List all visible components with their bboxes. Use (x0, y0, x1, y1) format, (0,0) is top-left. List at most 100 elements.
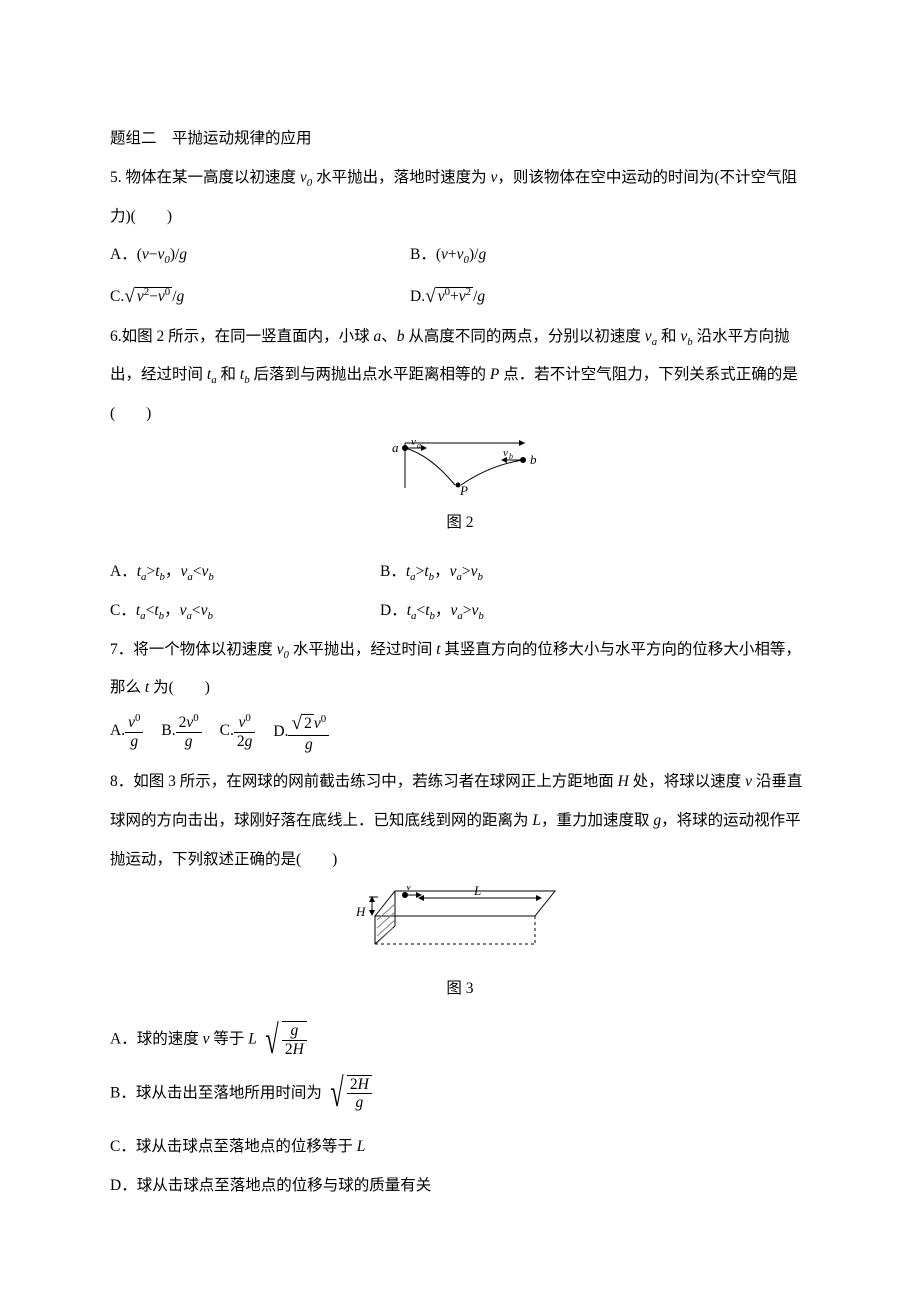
q5D-mid: + (450, 288, 459, 305)
q5B-v: v (441, 246, 448, 263)
svg-text:b: b (530, 452, 537, 467)
q6C-p: C． (110, 602, 136, 619)
svg-text:a: a (392, 440, 399, 455)
q5-stem: 5. 物体在某一高度以初速度 v0 水平抛出，落地时速度为 v，则该物体在空中运… (110, 159, 810, 237)
q5C-g: g (177, 288, 185, 305)
q5B-mid: + (448, 246, 457, 263)
q8A-m: 等于 (209, 1030, 248, 1047)
q8B-fd: g (355, 1094, 363, 1111)
svg-text:a: a (417, 441, 421, 450)
q6B-p: B． (380, 563, 406, 580)
q8-optD: D．球从击球点至落地点的位移与球的质量有关 (110, 1167, 810, 1206)
q5D-rad: v0+v2 (436, 287, 473, 305)
q7A-l: A. (110, 722, 125, 739)
group-heading: 题组二 平抛运动规律的应用 (110, 120, 810, 159)
q6-va: v (645, 328, 652, 345)
q6D-s: ， (435, 602, 451, 619)
q6-optD: D．ta<tb，va>vb (380, 592, 484, 631)
q7-stem: 7．将一个物体以初速度 v0 水平抛出，经过时间 t 其竖直方向的位移大小与水平… (110, 631, 810, 709)
q6A-r2: < (193, 563, 202, 580)
q5A-post: )/ (170, 246, 179, 263)
q6-figure: a va b vb P (110, 440, 810, 501)
q8B-fn: 2H (350, 1076, 369, 1093)
q7B-d: g (185, 733, 193, 750)
q8C-L: L (357, 1138, 366, 1155)
q8-fig-caption: 图 3 (110, 970, 810, 1009)
q8-optA: A．球的速度 v 等于 L √g2H (110, 1021, 810, 1059)
svg-text:P: P (459, 483, 468, 495)
q6C-s: ， (164, 602, 180, 619)
q7D-d: g (305, 736, 313, 753)
q7C-l: C. (220, 722, 234, 739)
q8A-fn: g (290, 1022, 298, 1039)
q7-optD: D.√2v0g (273, 712, 329, 753)
q6-d: 和 (657, 328, 680, 345)
q6-stem: 6.如图 2 所示，在同一竖直面内，小球 a、b 从高度不同的两点，分别以初速度… (110, 318, 810, 434)
q6-fig-caption: 图 2 (110, 504, 810, 543)
q5-optB: B．(v+v0)/g (410, 236, 486, 275)
q6-row2: C．ta<tb，va<vb D．ta<tb，va>vb (110, 592, 810, 631)
q7-a: 7．将一个物体以初速度 (110, 641, 277, 658)
svg-text:b: b (509, 452, 513, 461)
q5D-pre: D. (410, 288, 425, 305)
q8-figure: v L H (110, 886, 810, 967)
q6-sb: b (397, 328, 405, 345)
q7D-r: 2 (302, 714, 314, 732)
svg-text:v: v (406, 886, 412, 893)
q7A-n: v (128, 714, 135, 731)
q8-a: 8．如图 3 所示，在网球的网前截击练习中，若练习者在球网正上方距地面 (110, 773, 618, 790)
q7-d: 为( ) (149, 679, 210, 696)
q8-optB: B．球从击出至落地所用时间为 √2Hg (110, 1075, 810, 1113)
q6A-s: ， (165, 563, 181, 580)
sym-v0: v (300, 169, 307, 186)
q5-optD: D.√v0+v2/g (410, 275, 485, 318)
q6-P: P (490, 366, 499, 383)
q6-row1: A．ta>tb，va<vb B．ta>tb，va>vb (110, 553, 810, 592)
svg-text:v: v (503, 447, 508, 459)
q8A-fd: 2H (285, 1041, 304, 1058)
q7B-l: B. (161, 722, 175, 739)
q6-b: 、 (381, 328, 397, 345)
svg-text:L: L (473, 886, 481, 898)
q7-b: 水平抛出，经过时间 (289, 641, 436, 658)
q8-d: ，重力加速度取 (541, 812, 653, 829)
q5-stem-a: 5. 物体在某一高度以初速度 (110, 169, 300, 186)
q8-b: 处，将球以速度 (629, 773, 745, 790)
q5C-pre: C. (110, 288, 124, 305)
q6A-r1: > (146, 563, 155, 580)
q6-a: 6.如图 2 所示，在同一竖直面内，小球 (110, 328, 374, 345)
q8-H: H (618, 773, 629, 790)
q6D-r1: < (416, 602, 425, 619)
q7-options: A.v0g B.2v0g C.v02g D.√2v0g (110, 712, 810, 753)
q6-optB: B．ta>tb，va>vb (380, 553, 483, 592)
q8A-p: A．球的速度 (110, 1030, 203, 1047)
q6A-p: A． (110, 563, 137, 580)
q7-v0: v (277, 641, 284, 658)
q6-f: 和 (217, 366, 240, 383)
q5B-pre: B．( (410, 246, 441, 263)
q7D-l: D. (273, 723, 288, 740)
q5-row1: A．(v−v0)/g B．(v+v0)/g (110, 236, 810, 275)
q8-g: g (653, 812, 661, 829)
q6-c: 从高度不同的两点，分别以初速度 (405, 328, 645, 345)
q7-optA: A.v0g (110, 712, 143, 753)
q6C-r2: < (192, 602, 201, 619)
q6D-r2: > (463, 602, 472, 619)
svg-text:v: v (411, 440, 416, 448)
q7-optC: C.v02g (220, 712, 256, 753)
svg-text:H: H (355, 904, 366, 919)
q5-row2: C.√v2−v0/g D.√v0+v2/g (110, 275, 810, 318)
q5A-mid: − (149, 246, 158, 263)
q8-stem: 8．如图 3 所示，在网球的网前截击练习中，若练习者在球网正上方距地面 H 处，… (110, 763, 810, 879)
q7C-dp: 2 (237, 733, 245, 750)
q8B-sqrt: √2Hg (326, 1075, 372, 1113)
q8B-p: B．球从击出至落地所用时间为 (110, 1084, 326, 1101)
q5-stem-b: 水平抛出，落地时速度为 (312, 169, 490, 186)
q5A-v: v (142, 246, 149, 263)
q5B-v0: v (457, 246, 464, 263)
q8A-L: L (248, 1030, 257, 1047)
q6-g: 后落到与两抛出点水平距离相等的 (250, 366, 490, 383)
q5C-rad: v2−v0 (135, 287, 172, 305)
q8-optC: C．球从击球点至落地点的位移等于 L (110, 1128, 810, 1167)
q6B-s: ， (434, 563, 450, 580)
